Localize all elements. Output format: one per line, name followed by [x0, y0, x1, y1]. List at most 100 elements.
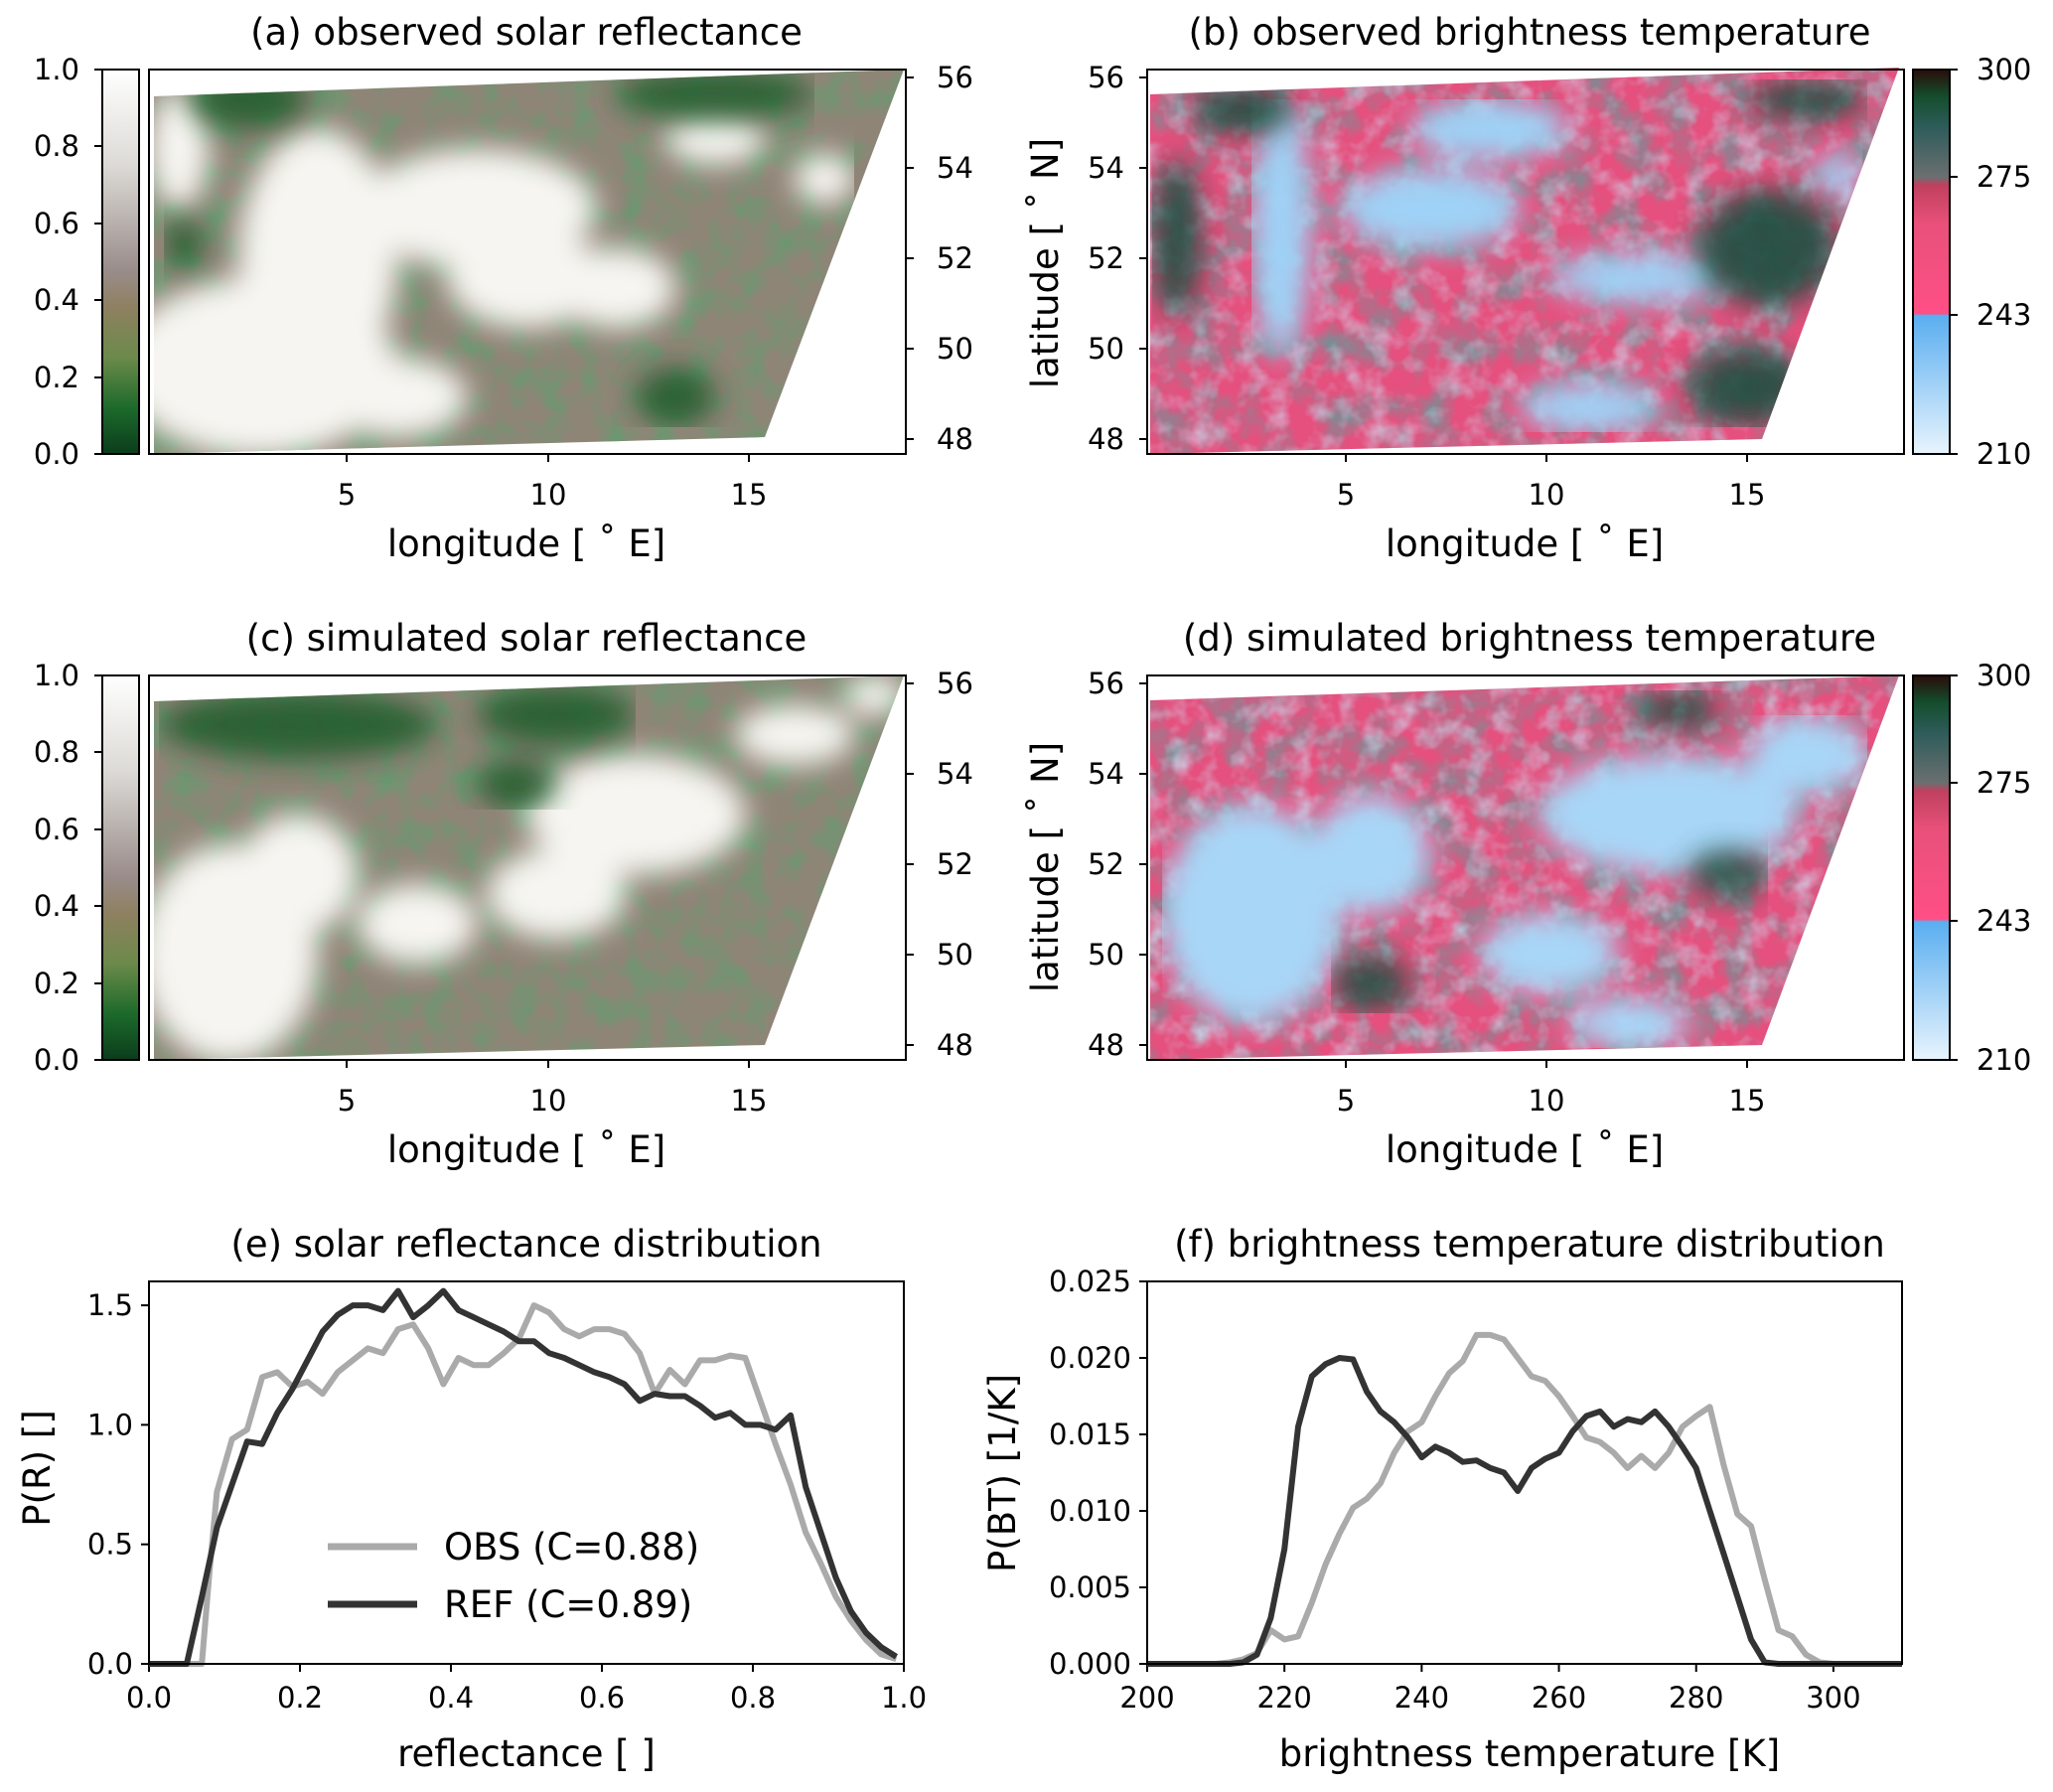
panel-d-frame [1146, 674, 1905, 1061]
panel-a-colorbar-ticks: 1.0 0.8 0.6 0.4 0.2 0.0 [34, 53, 102, 471]
panel-e-xtick-label: 0.8 [730, 1681, 776, 1715]
panel-e-ytick-label: 1.5 [87, 1288, 133, 1322]
panel-f-xtick-label: 260 [1532, 1681, 1586, 1715]
panel-e-xlabel: reflectance [ ] [397, 1732, 656, 1775]
panel-b-frame [1146, 69, 1905, 455]
panel-c: (c) simulated solar reflectance 1.0 0.8 … [34, 617, 973, 1171]
panel-d-xtick: 15 [1729, 1084, 1766, 1118]
panel-f-xtick-label: 200 [1119, 1681, 1174, 1715]
panel-a-xaxis: 5 10 15 longitude [ ˚ E] [338, 454, 768, 565]
panel-e-ylabel: P(R) [] [16, 1410, 59, 1527]
panel-d-cbar-tick: 210 [1977, 1043, 2031, 1077]
panel-b-xtick: 15 [1729, 478, 1766, 512]
panel-c-xtick: 5 [338, 1084, 356, 1118]
panel-b-ytick: 48 [1088, 422, 1124, 456]
panel-d-cbar-tick: 275 [1977, 766, 2031, 800]
panel-b-colorbar-ticks: 300 275 243 210 [1950, 53, 2031, 471]
panel-e-chart: (e) solar reflectance distribution refle… [16, 1223, 927, 1775]
panel-c-cbar-tick: 0.8 [34, 735, 79, 769]
panel-a-cbar-tick: 0.0 [34, 437, 79, 471]
panel-c-xtick: 15 [731, 1084, 768, 1118]
panel-d-ytick: 50 [1088, 938, 1124, 971]
panel-b-xtick: 5 [1337, 478, 1355, 512]
panel-f-xlabel: brightness temperature [K] [1279, 1732, 1780, 1775]
panel-d-colorbar-ticks: 300 275 243 210 [1950, 659, 2031, 1077]
panel-b-xaxis: 5 10 15 longitude [ ˚ E] [1337, 454, 1766, 565]
panel-c-ytick: 50 [937, 938, 973, 971]
panel-b-ytick: 54 [1088, 151, 1124, 185]
panel-c-ytick: 52 [937, 847, 973, 881]
panel-d-ytick: 48 [1088, 1028, 1124, 1062]
panel-b-cbar-tick: 300 [1977, 53, 2031, 86]
panel-a-cbar-tick: 1.0 [34, 53, 79, 86]
panel-f-frame [1146, 1280, 1903, 1665]
panel-a-ytick: 48 [937, 422, 973, 456]
panel-a-ytick: 54 [937, 151, 973, 185]
panel-b-ytick: 52 [1088, 241, 1124, 275]
panel-b-cbar-tick: 243 [1977, 298, 2031, 332]
panel-e-ytick-label: 0.5 [87, 1528, 133, 1562]
panel-c-ytick: 54 [937, 757, 973, 791]
panel-f-obs-line [1147, 1331, 1902, 1667]
panel-c-ytick: 48 [937, 1028, 973, 1062]
panel-e-ticks: 0.0 0.2 0.4 0.6 0.8 1.0 0.0 0.5 1.0 1.5 [87, 1288, 927, 1715]
panel-a-title: (a) observed solar reflectance [250, 11, 803, 54]
panel-e-xtick-label: 0.6 [579, 1681, 625, 1715]
panel-e-title: (e) solar reflectance distribution [230, 1223, 821, 1266]
panel-b-xlabel: longitude [ ˚ E] [1386, 523, 1664, 565]
panel-e-obs-line [149, 1302, 898, 1667]
panel-b-colorbar [1912, 69, 1951, 455]
panel-e-ytick-label: 1.0 [87, 1408, 133, 1441]
panel-c-cbar-tick: 0.2 [34, 967, 79, 1000]
panel-f-xtick-label: 300 [1806, 1681, 1860, 1715]
panel-f-lines [1147, 1331, 1902, 1667]
panel-a-yaxis-right: 56 54 52 50 48 [906, 61, 973, 456]
panel-c-cbar-tick: 0.6 [34, 813, 79, 846]
panel-f-title: (f) brightness temperature distribution [1174, 1223, 1885, 1266]
panel-e-lines [149, 1287, 899, 1667]
panel-d-ytick: 54 [1088, 757, 1124, 791]
panel-c-colorbar-ticks: 1.0 0.8 0.6 0.4 0.2 0.0 [34, 659, 102, 1077]
panel-c-cbar-tick: 0.0 [34, 1043, 79, 1077]
panel-b-title: (b) observed brightness temperature [1189, 11, 1871, 54]
panel-d-ytick: 52 [1088, 847, 1124, 881]
panel-e-ref-line [149, 1287, 899, 1667]
panel-d-map [1150, 675, 1899, 1060]
panel-c-map [154, 675, 904, 1060]
panel-d-xtick: 10 [1529, 1084, 1565, 1118]
panel-a-xtick: 15 [731, 478, 768, 512]
panel-a-cbar-tick: 0.6 [34, 207, 79, 240]
panel-e-xtick-label: 0.2 [277, 1681, 323, 1715]
panel-a-colorbar [101, 69, 140, 455]
panel-f-ytick-label: 0.000 [1049, 1647, 1131, 1681]
panel-a-ytick: 50 [937, 332, 973, 366]
panel-c-cbar-tick: 1.0 [34, 659, 79, 692]
panel-c-title: (c) simulated solar reflectance [246, 617, 807, 660]
panel-b-yaxis: 56 54 52 50 48 latitude [ ˚ N] [1024, 61, 1147, 456]
panel-c-xaxis: 5 10 15 longitude [ ˚ E] [338, 1060, 768, 1171]
panel-e-xtick-label: 0.0 [126, 1681, 172, 1715]
panel-b: (b) observed brightness temperature [1024, 11, 2031, 565]
panel-b-cbar-tick: 210 [1977, 437, 2031, 471]
panel-c-xtick: 10 [530, 1084, 567, 1118]
panel-c-ytick: 56 [937, 667, 973, 700]
panel-d-xtick: 5 [1337, 1084, 1355, 1118]
panel-d-cbar-tick: 243 [1977, 904, 2031, 938]
panel-c-cbar-tick: 0.4 [34, 889, 79, 923]
panel-a-ytick: 56 [937, 61, 973, 94]
panel-c-yaxis-right: 56 54 52 50 48 [906, 667, 973, 1062]
panel-f-xtick-label: 280 [1669, 1681, 1723, 1715]
panel-a-map [154, 70, 904, 454]
panel-e-ytick-label: 0.0 [87, 1647, 133, 1681]
panel-f-ref-line [1147, 1355, 1902, 1667]
panel-d-xlabel: longitude [ ˚ E] [1386, 1128, 1664, 1171]
panel-d: (d) simulated brightness temperature [1024, 617, 2031, 1171]
panel-c-xlabel: longitude [ ˚ E] [387, 1128, 665, 1171]
legend-ref-label: REF (C=0.89) [444, 1583, 692, 1626]
panel-f-ticks: 200 220 240 260 280 300 0.000 0.005 0.010 0.015 0.… [1049, 1265, 1861, 1715]
panel-d-xaxis: 5 10 15 longitude [ ˚ E] [1337, 1060, 1766, 1171]
panel-b-ytick: 56 [1088, 61, 1124, 94]
panel-d-title: (d) simulated brightness temperature [1183, 617, 1876, 660]
panel-b-ylabel: latitude [ ˚ N] [1024, 138, 1067, 388]
panel-f-ylabel: P(BT) [1/K] [981, 1374, 1024, 1572]
